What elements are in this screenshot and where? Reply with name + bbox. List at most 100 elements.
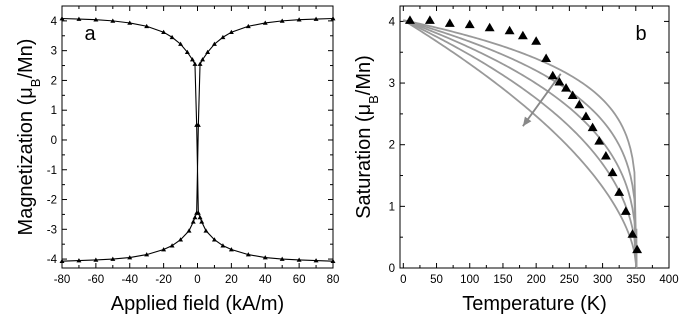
hysteresis-branch-2	[61, 17, 334, 262]
y-tick-label: 4	[51, 16, 58, 28]
data-point	[541, 53, 552, 63]
x-tick-label: 0	[400, 274, 406, 286]
y-axis-title-unit: /Mn)	[353, 55, 375, 95]
data-point	[76, 16, 82, 21]
y-axis-title-part: Saturation (	[353, 115, 375, 219]
x-tick-label: 250	[560, 274, 579, 286]
x-tick-label: -20	[155, 274, 172, 286]
data-point	[594, 136, 605, 145]
data-point	[203, 228, 209, 233]
x-tick-label: -60	[88, 274, 105, 286]
x-axis-title: Applied field (kA/m)	[111, 293, 284, 315]
y-tick-label: 1	[51, 105, 57, 117]
x-tick-label: 400	[659, 274, 678, 286]
data-point	[279, 256, 285, 261]
panel-label: a	[84, 23, 96, 45]
model-curve-5	[402, 19, 638, 269]
x-tick-label: 80	[327, 274, 340, 286]
data-point	[279, 18, 285, 23]
data-point	[76, 258, 82, 263]
data-point	[144, 23, 150, 29]
data-point	[313, 16, 319, 21]
data-point	[93, 257, 99, 262]
y-tick-label: 3	[389, 78, 395, 90]
data-point	[178, 237, 184, 242]
data-point	[444, 18, 455, 27]
data-point	[614, 187, 625, 196]
x-tick-label: 40	[259, 274, 272, 286]
data-point	[632, 244, 643, 254]
model-curve-2	[403, 19, 638, 269]
data-point	[484, 22, 495, 32]
data-point	[93, 17, 99, 22]
y-tick-label: 0	[51, 135, 57, 147]
data-point	[581, 111, 591, 120]
data-point	[554, 76, 565, 86]
data-point	[607, 167, 618, 177]
data-point	[424, 15, 435, 24]
saturation-panel: 0 50 100 150 200 250 300 350 400 0 1 2 3 4 Temperature…	[353, 5, 679, 315]
data-point	[220, 243, 226, 248]
data-point	[531, 36, 542, 45]
y-tick-label: -3	[47, 224, 57, 236]
x-tick-label: 60	[293, 274, 306, 286]
data-point	[110, 18, 116, 23]
data-point	[197, 61, 203, 66]
data-point	[194, 210, 200, 215]
data-point	[178, 41, 184, 46]
data-point	[186, 228, 192, 233]
data-point	[517, 30, 528, 40]
y-axis-title-unit: /Mn)	[15, 39, 37, 79]
data-point	[197, 214, 203, 220]
data-point	[211, 41, 217, 46]
y-axis-title-mu: μ	[353, 104, 375, 116]
x-tick-label: 20	[225, 274, 238, 286]
data-point	[169, 243, 175, 248]
data-point	[59, 16, 65, 21]
data-point	[330, 16, 336, 21]
data-point	[144, 252, 150, 257]
data-point	[192, 61, 198, 66]
data-point	[189, 57, 195, 62]
y-axis-title-part: Magnetization (	[15, 98, 37, 235]
y-axis-title-mu: μ	[15, 87, 37, 99]
y-axis-title-sub: B	[28, 79, 43, 88]
data-point	[228, 247, 234, 252]
trend-arrow-shaft	[522, 73, 562, 127]
data-point	[127, 20, 133, 25]
x-tick-label: 100	[460, 274, 479, 286]
data-point	[205, 49, 211, 54]
data-point	[567, 90, 578, 100]
x-tick-label: 350	[626, 274, 645, 286]
hysteresis-branch-1	[61, 17, 334, 262]
data-point	[245, 23, 251, 29]
data-point	[190, 219, 196, 224]
data-point	[627, 229, 638, 238]
data-point	[464, 19, 475, 29]
plot-frame	[399, 5, 670, 269]
model-curve-4	[402, 19, 638, 269]
x-tick-label: 150	[493, 274, 512, 286]
y-tick-label: 1	[389, 201, 395, 213]
data-point	[600, 150, 611, 160]
data-point	[192, 214, 198, 220]
panel-label: b	[635, 23, 646, 45]
plot-frame	[61, 5, 334, 269]
data-point	[228, 29, 234, 35]
y-tick-label: 2	[51, 75, 57, 87]
x-tick-label: 200	[527, 274, 546, 286]
data-point	[296, 257, 302, 262]
x-tick-label: -40	[121, 274, 138, 286]
data-point	[199, 219, 205, 224]
data-point	[587, 122, 598, 132]
data-point	[220, 34, 226, 40]
y-axis-title: Saturation (μB/Mn)	[353, 55, 381, 219]
trend-arrow-head	[522, 116, 532, 127]
x-tick-label: 0	[194, 274, 200, 286]
data-point	[245, 252, 251, 257]
data-point	[405, 15, 415, 24]
x-axis-title: Temperature (K)	[462, 293, 607, 315]
data-point	[110, 256, 116, 261]
data-point	[161, 29, 167, 35]
x-tick-label: 300	[593, 274, 612, 286]
